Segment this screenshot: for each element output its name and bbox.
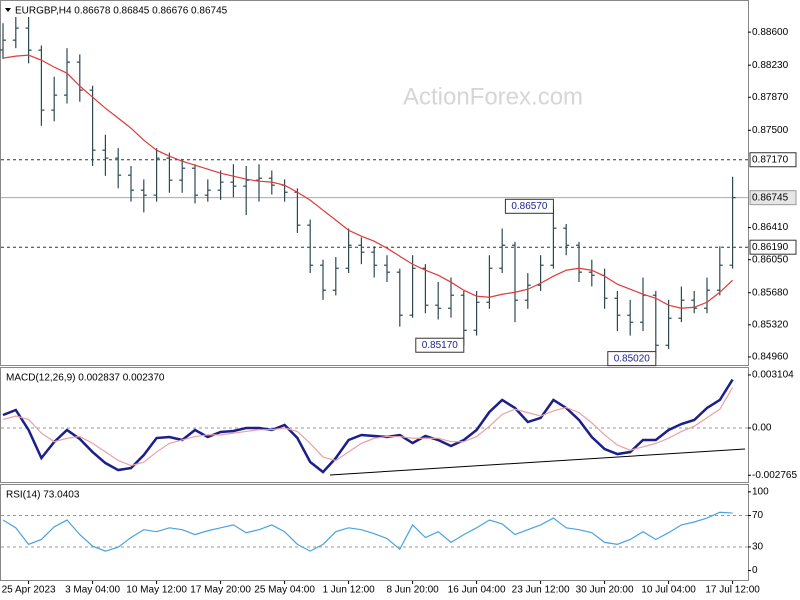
panel-frame [0, 484, 749, 581]
y-tick-label: 0.88230 [752, 60, 789, 71]
title-bg [2, 3, 256, 17]
indicator-line [2, 387, 734, 467]
y-tick-label: 0.003104 [752, 370, 794, 381]
x-tick-label: 16 Jun 04:00 [448, 585, 506, 596]
panel-title: MACD(12,26,9) 0.002837 0.002370 [6, 373, 165, 384]
x-tick-label: 10 Jul 04:00 [641, 585, 696, 596]
trend-line [329, 448, 746, 476]
level-label: 0.86190 [752, 242, 789, 253]
current-price-box [749, 190, 797, 206]
level-box [749, 152, 797, 168]
moving-average [2, 54, 734, 309]
y-tick-label: 0.86050 [752, 254, 789, 265]
y-tick-label: 0.87870 [752, 92, 789, 103]
x-tick-label: 17 Jul 12:00 [705, 585, 760, 596]
y-tick-label: 0 [752, 565, 758, 576]
indicator-line [2, 511, 733, 552]
current-price-label: 0.86745 [752, 192, 789, 203]
y-tick-label: 0.85680 [752, 287, 789, 298]
y-tick-label: 0.85320 [752, 319, 789, 330]
y-tick-label: 0.00 [752, 423, 772, 434]
y-tick-label: 30 [752, 542, 764, 553]
level-label: 0.87170 [752, 154, 789, 165]
annotation-label: 0.85170 [422, 340, 459, 351]
x-tick-label: 17 May 20:00 [190, 585, 251, 596]
title-bg [2, 487, 104, 501]
x-tick-label: 3 May 04:00 [65, 585, 120, 596]
panel-frame [0, 0, 749, 366]
annotation-label: 0.85020 [614, 353, 651, 364]
y-tick-label: 70 [752, 510, 764, 521]
annotation-label: 0.86570 [511, 201, 548, 212]
panel-title: EURGBP,H4 0.86678 0.86845 0.86676 0.8674… [15, 6, 228, 17]
y-tick-label: 0.84960 [752, 352, 789, 363]
title-bg [2, 370, 194, 384]
x-tick-label: 1 Jun 12:00 [322, 585, 375, 596]
y-tick-label: -0.002765 [752, 470, 797, 481]
x-tick-label: 30 Jun 20:00 [576, 585, 634, 596]
x-tick-label: 25 May 04:00 [254, 585, 315, 596]
y-tick-label: 0.86410 [752, 222, 789, 233]
indicator-line [2, 378, 734, 474]
annotation-box [415, 337, 465, 353]
symbol-arrow [5, 8, 11, 12]
watermark: ActionForex.com [403, 83, 583, 110]
y-tick-label: 0.88600 [752, 27, 789, 38]
x-tick-label: 25 Apr 2023 [2, 585, 56, 596]
x-tick-label: 23 Jun 12:00 [512, 585, 570, 596]
x-tick-label: 8 Jun 20:00 [386, 585, 439, 596]
annotation-box [607, 351, 657, 367]
panel-frame [0, 367, 749, 483]
annotation-box [504, 198, 554, 214]
x-tick-label: 10 May 12:00 [126, 585, 187, 596]
y-tick-label: 100 [752, 487, 769, 498]
y-tick-label: 0.87500 [752, 125, 789, 136]
panel-title: RSI(14) 73.0403 [6, 490, 80, 501]
level-box [749, 239, 797, 255]
